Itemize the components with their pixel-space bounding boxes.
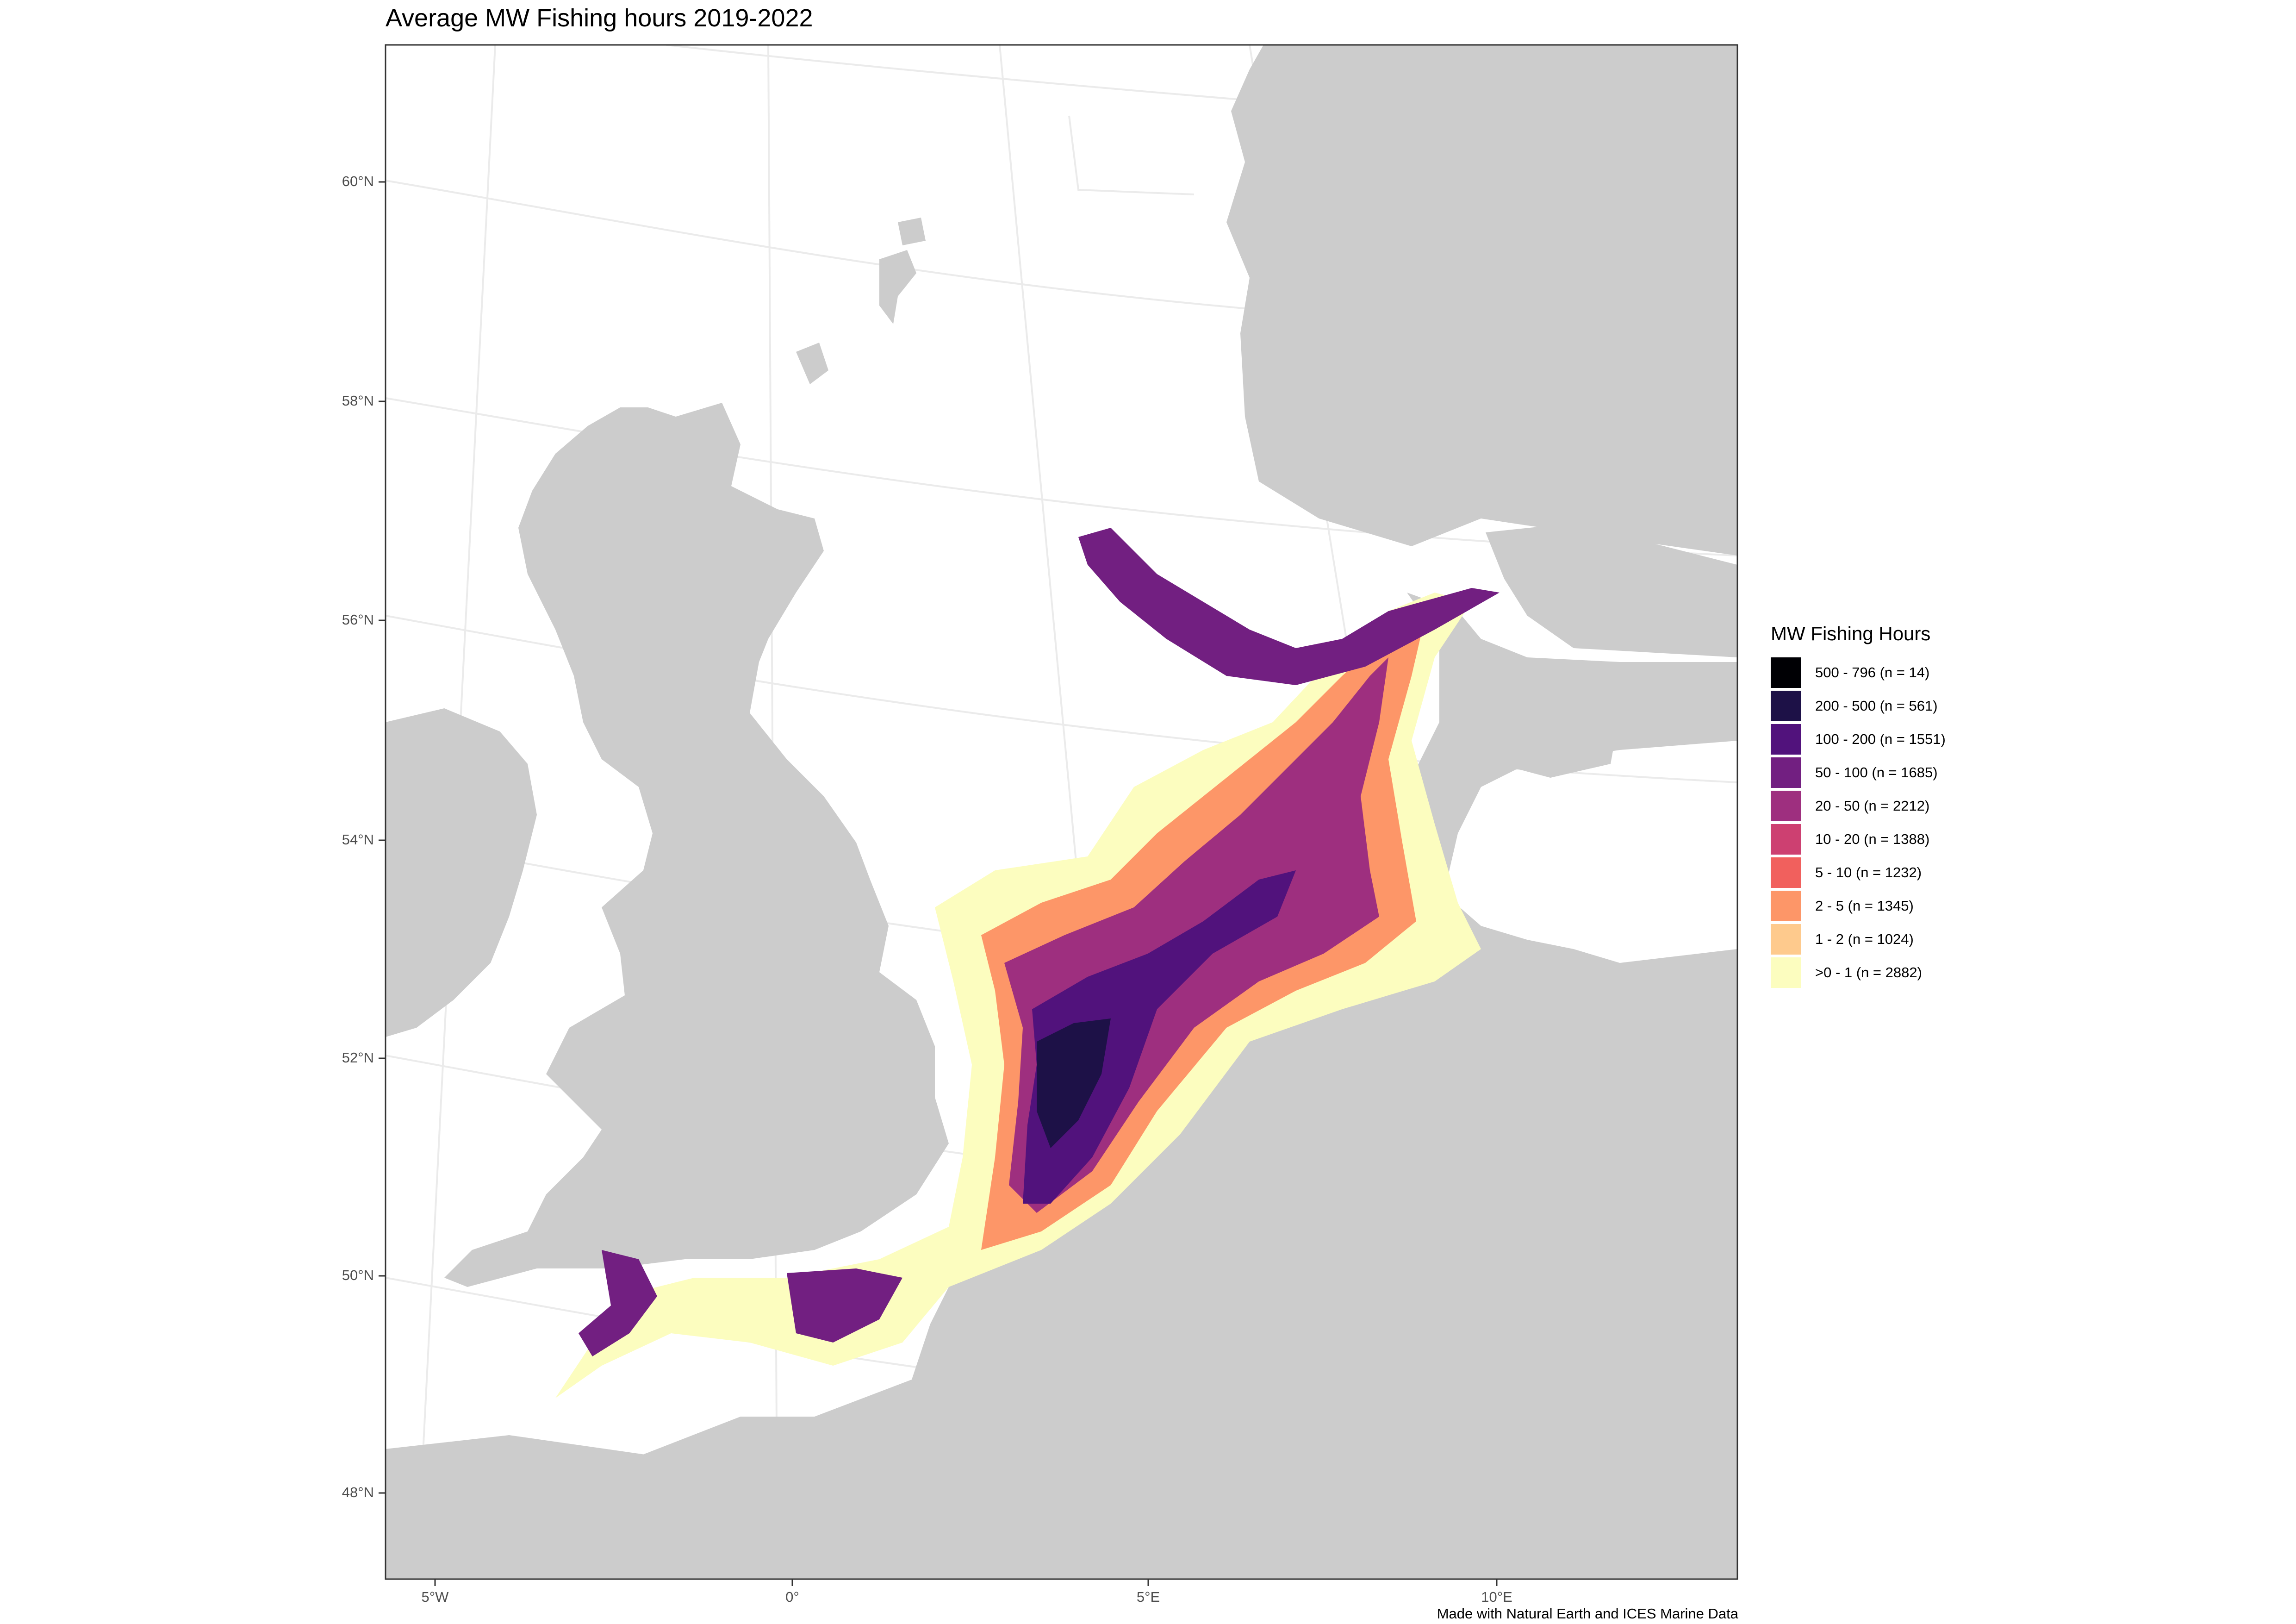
- legend-item: 50 - 100 (n = 1685): [1771, 756, 1946, 789]
- y-axis-label: 58°N: [342, 393, 374, 409]
- legend-color-key: [1771, 657, 1801, 688]
- norway-landmass: [1226, 45, 1737, 556]
- legend-item: 10 - 20 (n = 1388): [1771, 823, 1946, 856]
- legend-item-label: 50 - 100 (n = 1685): [1815, 764, 1938, 781]
- legend-item-label: 200 - 500 (n = 561): [1815, 698, 1938, 714]
- legend-item-label: 500 - 796 (n = 14): [1815, 664, 1930, 681]
- legend-item-label: 2 - 5 (n = 1345): [1815, 898, 1914, 914]
- y-axis-label: 50°N: [342, 1267, 374, 1283]
- legend-color-key: [1771, 824, 1801, 855]
- legend-color-key: [1771, 957, 1801, 988]
- legend-color-key: [1771, 724, 1801, 755]
- x-axis-label: 5°E: [1136, 1589, 1160, 1605]
- fishing-region-north-arm: [1078, 528, 1500, 685]
- great-britain-landmass: [444, 403, 949, 1287]
- x-axis-label: 0°: [785, 1589, 799, 1605]
- legend-title: MW Fishing Hours: [1771, 623, 1931, 644]
- legend-color-key: [1771, 891, 1801, 921]
- legend-item-label: 1 - 2 (n = 1024): [1815, 931, 1914, 947]
- y-axis-label: 52°N: [342, 1049, 374, 1066]
- fishing-region-purple: [1023, 870, 1296, 1204]
- brittany-landmass: [386, 1435, 815, 1579]
- fishing-region-channel: [579, 1250, 902, 1356]
- legend-color-key: [1771, 791, 1801, 821]
- legend-item-label: >0 - 1 (n = 2882): [1815, 964, 1922, 981]
- y-axis-label: 48°N: [342, 1484, 374, 1500]
- legend-item-label: 100 - 200 (n = 1551): [1815, 731, 1946, 747]
- legend-item: 20 - 50 (n = 2212): [1771, 789, 1946, 823]
- legend-item: 1 - 2 (n = 1024): [1771, 923, 1946, 956]
- y-axis-label: 60°N: [342, 173, 374, 189]
- legend-item: 5 - 10 (n = 1232): [1771, 856, 1946, 889]
- legend-item-label: 10 - 20 (n = 1388): [1815, 831, 1930, 847]
- source-caption: Made with Natural Earth and ICES Marine …: [1437, 1605, 1738, 1622]
- denmark-islands: [1458, 657, 1620, 778]
- legend-color-key: [1771, 691, 1801, 721]
- legend-item: 2 - 5 (n = 1345): [1771, 889, 1946, 923]
- legend-item: >0 - 1 (n = 2882): [1771, 956, 1946, 989]
- legend-item-label: 5 - 10 (n = 1232): [1815, 864, 1922, 881]
- y-axis-label: 56°N: [342, 612, 374, 628]
- legend-color-key: [1771, 924, 1801, 955]
- legend: MW Fishing Hours 500 - 796 (n = 14) 200 -…: [1771, 623, 1946, 989]
- legend-item: 500 - 796 (n = 14): [1771, 656, 1946, 689]
- fishing-region-darkest: [1037, 1018, 1111, 1148]
- axis-ticks: [379, 181, 1498, 1586]
- orkney-shetland-islands: [796, 218, 926, 384]
- legend-item: 200 - 500 (n = 561): [1771, 689, 1946, 723]
- x-axis-label: 5°W: [421, 1589, 449, 1605]
- legend-color-key: [1771, 857, 1801, 888]
- map-title: Average MW Fishing hours 2019-2022: [386, 4, 813, 32]
- legend-color-key: [1771, 757, 1801, 788]
- map-panel-border: [385, 44, 1738, 1580]
- y-axis-label: 54°N: [342, 831, 374, 848]
- legend-item-label: 20 - 50 (n = 2212): [1815, 798, 1930, 814]
- x-axis-label: 10°E: [1481, 1589, 1512, 1605]
- ireland-landmass: [386, 708, 537, 1037]
- sweden-landmass: [1486, 523, 1737, 657]
- fishing-intensity-regions: [555, 528, 1500, 1398]
- legend-item: 100 - 200 (n = 1551): [1771, 723, 1946, 756]
